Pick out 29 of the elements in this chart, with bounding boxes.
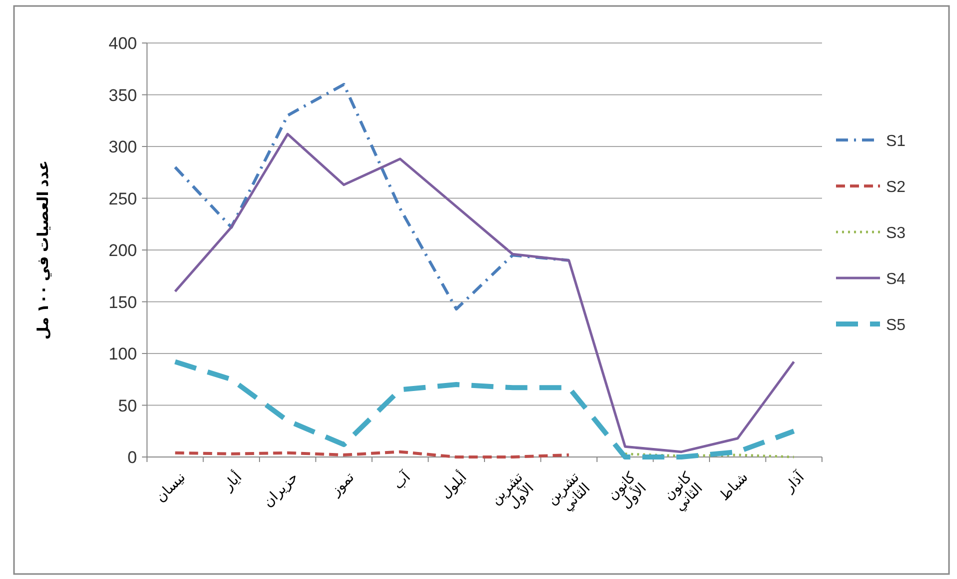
y-tick-label: 0 [128, 448, 137, 467]
x-tick-label: حزيران [260, 468, 302, 511]
x-tick-label: آذار [780, 467, 808, 496]
x-tick-label: شباط [716, 468, 751, 504]
y-tick-label: 100 [108, 344, 137, 364]
x-tick-label: تموز [326, 468, 358, 500]
y-tick-label: 250 [108, 189, 137, 208]
y-tick-label: 350 [108, 86, 137, 105]
line-series [174, 132, 796, 454]
legend-label: S4 [886, 271, 906, 288]
x-tick-label: كانون الأول [604, 468, 650, 512]
x-tick-label: آب [389, 467, 414, 492]
y-tick-label: 200 [108, 241, 137, 260]
x-tick-label: كانون الثاني [660, 468, 706, 514]
x-tick-label: أيار [218, 468, 246, 495]
y-tick-label: 300 [108, 138, 137, 156]
legend-label: S2 [886, 179, 906, 196]
y-tick-label: 50 [118, 396, 137, 416]
x-tick-label: تشرين الثاني [543, 468, 594, 514]
legend-label: S3 [886, 225, 906, 242]
y-tick-label: 400 [108, 34, 137, 53]
y-tick-label: 150 [108, 292, 137, 312]
x-tick-label: تشرين الأول [487, 468, 538, 512]
x-tick-label: أيلول [436, 468, 470, 502]
legend-label: S5 [886, 317, 906, 334]
legend-label: S1 [886, 133, 906, 150]
y-axis-title: عدد العصيات في ١٠٠ مل [35, 160, 52, 340]
x-tick-label: نيسان [152, 468, 188, 505]
line-series [174, 82, 570, 310]
